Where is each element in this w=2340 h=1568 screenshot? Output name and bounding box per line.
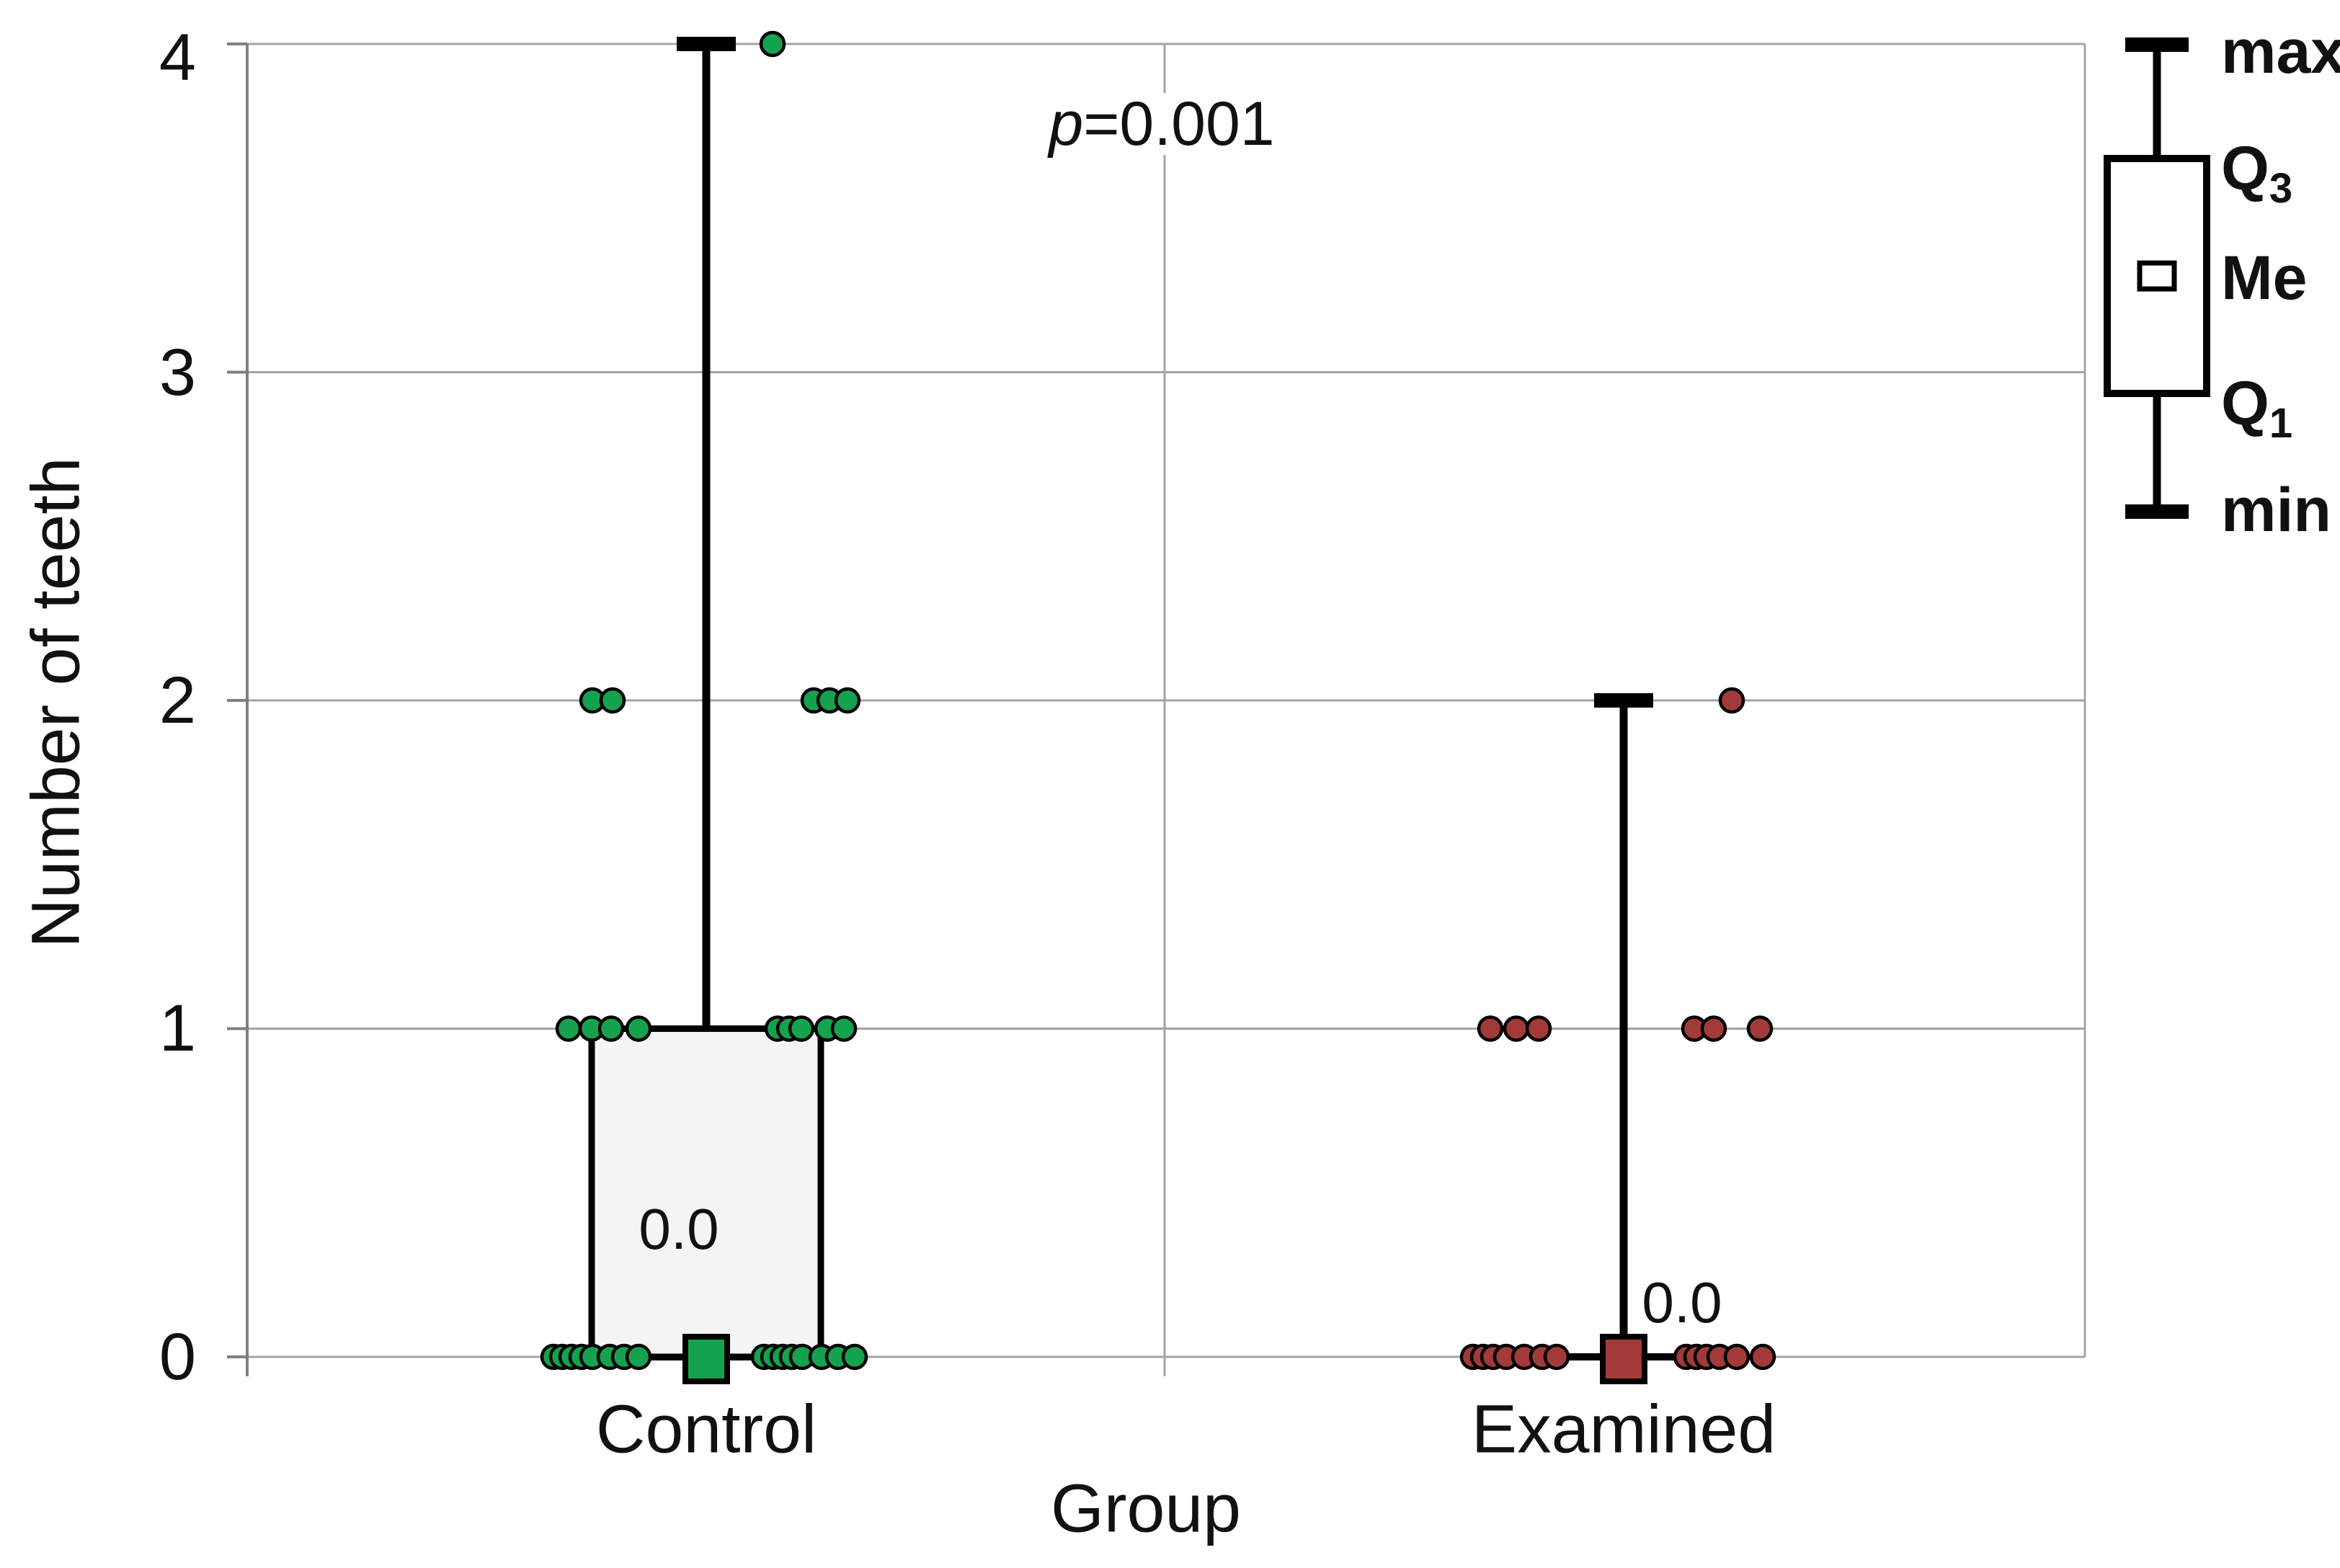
legend-label-me-text: Me bbox=[2221, 244, 2308, 313]
legend-label-me: Me bbox=[2221, 247, 2307, 309]
examined-data-point bbox=[1749, 1343, 1776, 1371]
examined-data-point bbox=[1700, 1015, 1727, 1042]
y-tick-label-1: 1 bbox=[159, 992, 196, 1065]
examined-data-point bbox=[1718, 687, 1745, 714]
examined-data-point bbox=[1525, 1015, 1552, 1042]
p-value: =0.001 bbox=[1083, 89, 1275, 159]
legend-label-q1: Q1 bbox=[2221, 373, 2292, 445]
examined-data-point bbox=[1543, 1343, 1570, 1371]
y-axis-title: Number of teeth bbox=[17, 457, 94, 948]
control-data-point bbox=[555, 1015, 582, 1042]
examined-median-marker bbox=[1600, 1334, 1647, 1384]
examined-data-point bbox=[1723, 1343, 1750, 1371]
control-data-point bbox=[599, 687, 626, 714]
control-data-point bbox=[834, 687, 861, 714]
control-data-point bbox=[788, 1015, 815, 1042]
legend-median-marker bbox=[2137, 260, 2177, 292]
legend-label-min-text: min bbox=[2221, 476, 2331, 545]
control-data-point bbox=[625, 1015, 652, 1042]
legend-label-q3-sub: 3 bbox=[2269, 165, 2293, 213]
y-tick-label-3: 3 bbox=[159, 336, 196, 409]
y-tick-label-0: 0 bbox=[159, 1320, 196, 1394]
examined-data-point bbox=[1503, 1015, 1530, 1042]
median-label-examined: 0.0 bbox=[1642, 1270, 1722, 1335]
p-value-annotation: p=0.001 bbox=[1034, 93, 1289, 155]
legend-label-max-text: max bbox=[2221, 17, 2340, 86]
control-data-point bbox=[759, 30, 786, 58]
legend-label-min: min bbox=[2221, 479, 2331, 541]
legend-label-q3: Q3 bbox=[2221, 138, 2292, 210]
control-data-point bbox=[841, 1343, 868, 1371]
legend-label-q3-text: Q bbox=[2221, 134, 2269, 203]
examined-data-point bbox=[1746, 1015, 1774, 1042]
legend-label-q1-sub: 1 bbox=[2269, 400, 2293, 447]
legend-label-q1-text: Q bbox=[2221, 369, 2269, 438]
control-data-point bbox=[597, 1015, 625, 1042]
control-data-point bbox=[830, 1015, 858, 1042]
category-label-examined: Examined bbox=[1471, 1391, 1776, 1468]
legend-label-max: max bbox=[2221, 21, 2340, 83]
control-median-marker bbox=[682, 1334, 730, 1384]
category-label-control: Control bbox=[595, 1391, 817, 1468]
control-data-point bbox=[625, 1343, 652, 1371]
y-tick-label-2: 2 bbox=[159, 664, 196, 737]
median-label-control: 0.0 bbox=[639, 1197, 719, 1261]
examined-data-point bbox=[1477, 1015, 1504, 1042]
y-tick-label-4: 4 bbox=[159, 21, 196, 94]
x-axis-title: Group bbox=[1050, 1470, 1242, 1547]
p-symbol: p bbox=[1049, 89, 1084, 159]
control-box bbox=[588, 1025, 824, 1360]
